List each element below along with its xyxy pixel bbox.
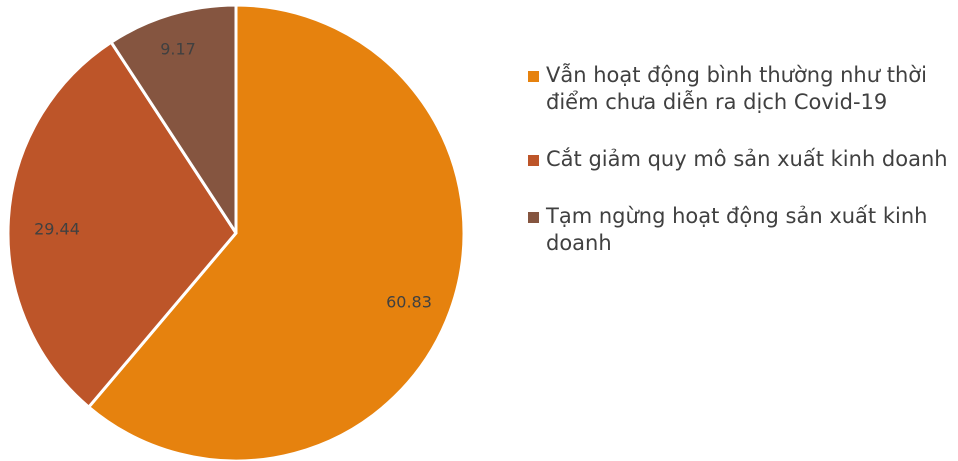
legend-swatch-1 [528,71,539,82]
chart-legend: Vẫn hoạt động bình thường như thời điểm … [528,62,953,287]
slice-value-label-2: 29.44 [34,220,80,239]
legend-label-1: Vẫn hoạt động bình thường như thời điểm … [546,63,927,114]
legend-swatch-2 [528,155,539,166]
pie-slices [6,3,466,461]
legend-item-3: Tạm ngừng hoạt động sản xuất kinh doanh [528,203,953,257]
legend-item-2: Cắt giảm quy mô sản xuất kinh doanh [528,146,953,173]
slice-value-label-3: 9.17 [160,40,196,59]
pie-slice-1 [87,3,466,461]
legend-swatch-3 [528,212,539,223]
pie-chart: 60.83 29.44 9.17 [6,3,466,461]
pie-slice-2 [6,40,238,409]
slice-value-label-1: 60.83 [386,293,432,312]
pie-slice-3 [109,3,238,235]
slice-labels: 60.83 29.44 9.17 [34,40,432,312]
legend-item-1: Vẫn hoạt động bình thường như thời điểm … [528,62,953,116]
legend-label-3: Tạm ngừng hoạt động sản xuất kinh doanh [546,204,928,255]
legend-label-2: Cắt giảm quy mô sản xuất kinh doanh [546,147,948,171]
